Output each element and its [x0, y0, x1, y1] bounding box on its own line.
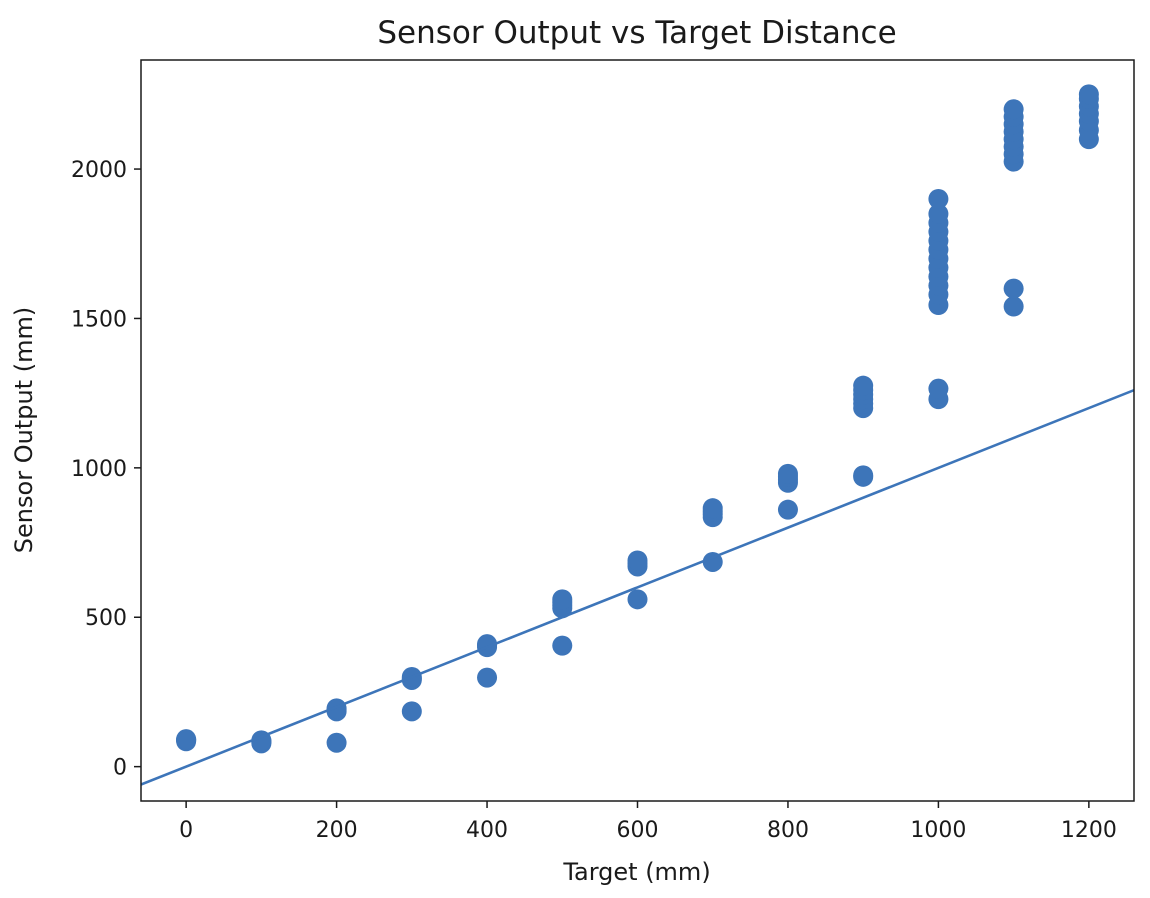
data-point [928, 203, 949, 224]
data-point [853, 375, 874, 396]
x-tick-label: 1200 [1061, 818, 1117, 843]
reference-line [141, 388, 1134, 786]
data-point [176, 729, 197, 750]
data-point [627, 589, 648, 610]
data-point [702, 498, 723, 519]
y-tick-label: 500 [85, 606, 127, 631]
data-point [552, 635, 573, 656]
y-axis-label: Sensor Output (mm) [10, 307, 38, 553]
data-point [853, 465, 874, 486]
data-point [477, 667, 498, 688]
data-point [928, 378, 949, 399]
data-point [326, 732, 347, 753]
chart-title: Sensor Output vs Target Distance [377, 15, 896, 51]
x-axis-label: Target (mm) [562, 858, 710, 886]
y-tick-label: 1500 [71, 307, 127, 332]
x-tick-label: 0 [179, 818, 193, 843]
data-point [1003, 278, 1024, 299]
data-point [1003, 99, 1024, 120]
y-tick-label: 0 [113, 756, 127, 781]
data-point [552, 589, 573, 610]
data-point [702, 551, 723, 572]
data-point [1003, 296, 1024, 317]
data-point [777, 499, 798, 520]
y-tick-label: 1000 [71, 457, 127, 482]
x-tick-label: 600 [617, 818, 659, 843]
x-tick-label: 400 [466, 818, 508, 843]
data-point [627, 550, 648, 571]
data-point [928, 188, 949, 209]
data-point [401, 701, 422, 722]
data-point [326, 698, 347, 719]
data-marks [141, 84, 1134, 786]
y-tick-label: 2000 [71, 158, 127, 183]
x-tick-label: 200 [316, 818, 358, 843]
axis-ticks: 0 200 400 600 800 1000 1200 0 500 1000 1500 2000 [71, 158, 1117, 843]
data-point [777, 463, 798, 484]
data-point [1078, 84, 1099, 105]
x-tick-label: 800 [767, 818, 809, 843]
x-tick-label: 1000 [910, 818, 966, 843]
plot-frame [140, 59, 1135, 802]
